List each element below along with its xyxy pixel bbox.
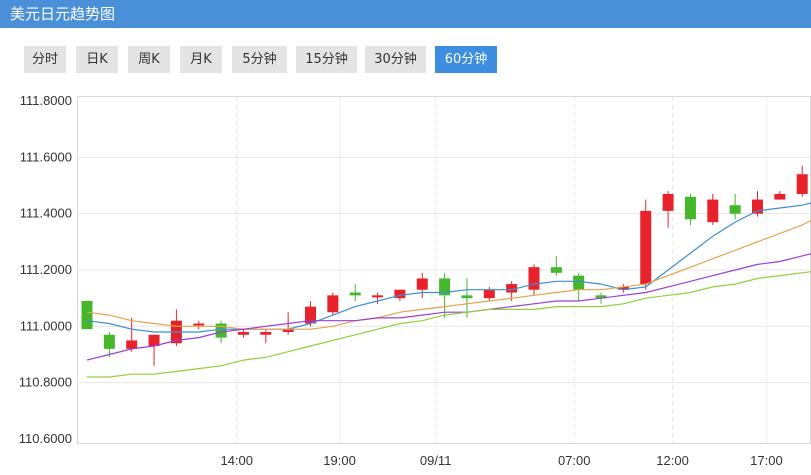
candle-body [506, 284, 518, 293]
x-tick-label: 19:00 [323, 453, 356, 468]
y-tick-label: 111.8000 [20, 93, 72, 108]
candle-body [372, 295, 384, 298]
candle-body [282, 329, 294, 332]
ma-line-3 [86, 253, 811, 361]
candle-body [349, 292, 361, 296]
candle-body [215, 323, 227, 338]
candle-body [774, 193, 786, 200]
x-tick-label: 17:00 [750, 453, 783, 468]
ma-line-2 [86, 219, 811, 330]
candle-body [305, 306, 316, 324]
ma-line-1 [86, 202, 811, 333]
tab-monthly[interactable]: 月K [180, 46, 222, 73]
tab-15min[interactable]: 15分钟 [296, 46, 357, 73]
candle-body [729, 205, 741, 214]
candle-body [707, 199, 719, 223]
candle-body [528, 267, 540, 290]
candle-body [237, 331, 249, 335]
x-tick-label: 12:00 [656, 453, 689, 468]
candle-body [439, 278, 451, 296]
y-tick-label: 110.8000 [19, 375, 72, 390]
candle-body [327, 295, 339, 313]
x-tick-label: 14:00 [220, 453, 253, 468]
tab-daily[interactable]: 日K [76, 46, 118, 73]
tab-60min[interactable]: 60分钟 [435, 46, 497, 73]
y-tick-label: 110.6000 [19, 431, 72, 446]
candle-body [103, 334, 115, 349]
x-tick-label: 07:00 [558, 453, 591, 468]
candle-body [640, 210, 652, 285]
candle-body [126, 340, 138, 349]
tab-weekly[interactable]: 周K [128, 46, 170, 73]
candle-body [81, 300, 93, 330]
candle-body [148, 334, 160, 347]
y-tick-label: 111.0000 [20, 318, 72, 333]
candle-body [461, 295, 473, 299]
ma-line-4 [87, 271, 811, 378]
candle-body [416, 278, 428, 290]
title-bar: 美元日元趋势图 [0, 0, 811, 28]
candle-body [193, 323, 205, 326]
y-tick-label: 111.4000 [20, 206, 72, 221]
candle-body [662, 193, 674, 211]
tab-30min[interactable]: 30分钟 [365, 46, 426, 73]
candle-body [550, 267, 562, 273]
tab-5min[interactable]: 5分钟 [232, 46, 287, 73]
candle-body [483, 289, 495, 299]
y-tick-label: 111.2000 [20, 262, 72, 277]
y-tick-label: 111.6000 [20, 149, 72, 164]
candle-body [617, 286, 629, 290]
candle-body [573, 275, 585, 290]
candle-body [684, 196, 696, 220]
candle-body [260, 331, 272, 335]
candle-body [796, 174, 808, 194]
tab-time-sharing[interactable]: 分时 [24, 46, 66, 73]
candle-body [394, 289, 406, 299]
candle-body [595, 295, 607, 299]
chart-title: 美元日元趋势图 [10, 5, 116, 23]
x-tick-label: 09/11 [420, 453, 452, 468]
candle-body [752, 199, 763, 214]
